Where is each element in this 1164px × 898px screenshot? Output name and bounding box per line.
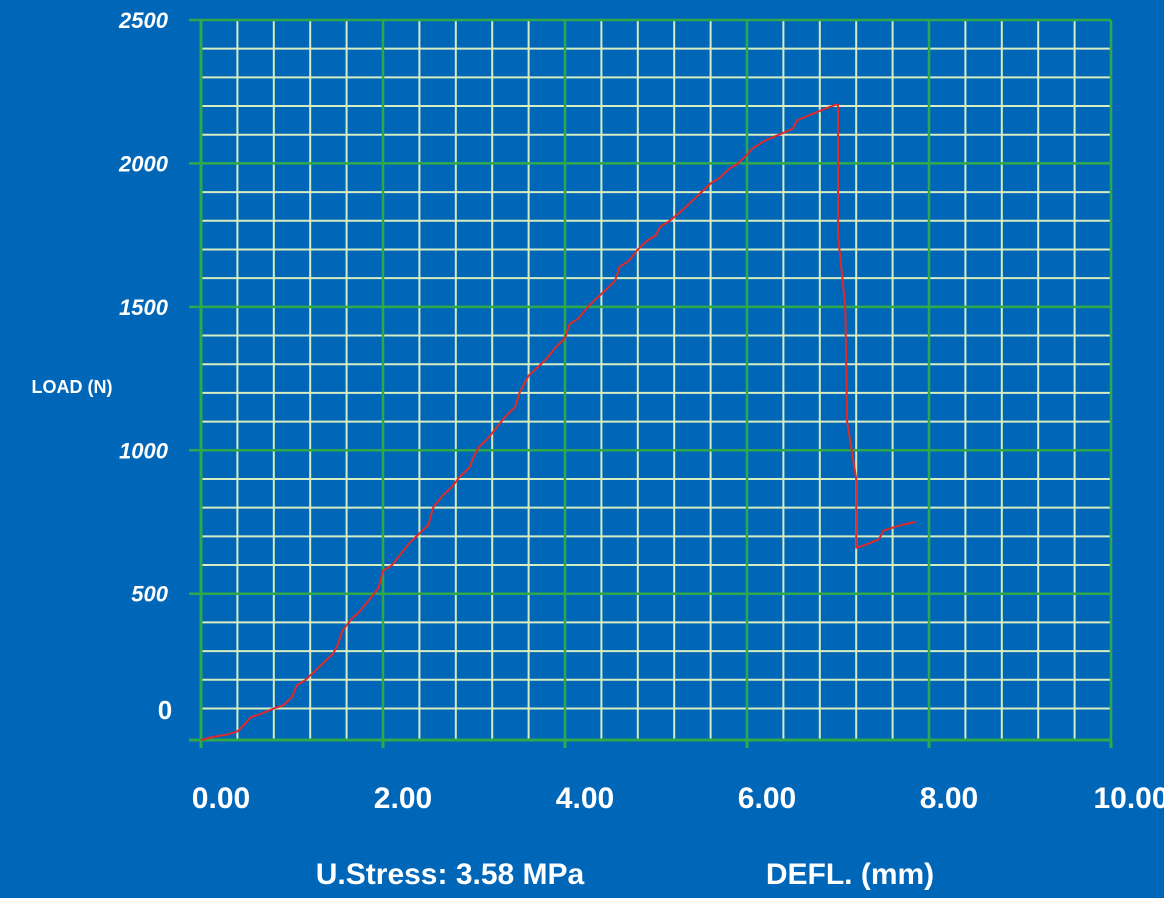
- x-axis-label: DEFL. (mm): [766, 858, 934, 891]
- stress-annotation: U.Stress: 3.58 MPa: [316, 858, 585, 891]
- x-tick-label: 10.00: [1093, 782, 1164, 815]
- x-tick-label: 0.00: [192, 782, 250, 815]
- series: [200, 103, 916, 741]
- y-tick-label: 500: [131, 582, 168, 607]
- y-tick-label: 1000: [119, 438, 169, 463]
- y-tick-label: 0: [158, 695, 172, 725]
- grid: [189, 18, 1113, 740]
- x-tick-label: 2.00: [374, 782, 432, 815]
- y-tick-label: 1500: [119, 295, 169, 320]
- x-tick-labels: 0.00 2.00 4.00 6.00 8.00 10.00: [192, 782, 1164, 815]
- y-tick-label: 2000: [118, 151, 169, 176]
- x-tick-label: 6.00: [738, 782, 796, 815]
- x-tick-label: 8.00: [920, 782, 978, 815]
- y-tick-label: 2500: [118, 8, 169, 33]
- y-tick-labels: 0 500 1000 1500 2000 2500: [118, 8, 172, 725]
- y-axis-label: LOAD (N): [32, 377, 113, 397]
- x-tick-label: 4.00: [556, 782, 614, 815]
- axes: [189, 20, 1113, 748]
- load-deflection-line: [200, 103, 916, 741]
